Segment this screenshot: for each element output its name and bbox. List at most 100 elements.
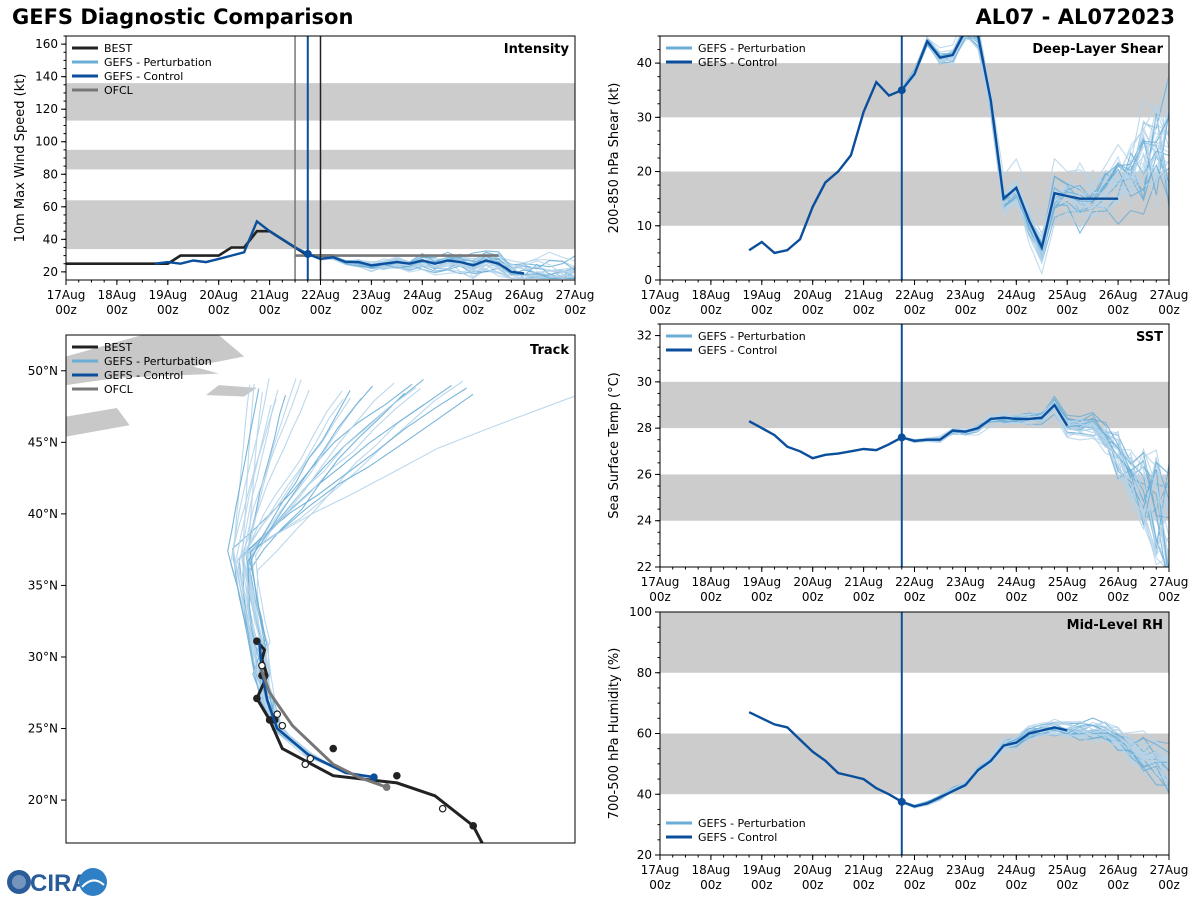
control-init-marker bbox=[897, 86, 906, 95]
panel-sst: 22242628303217Aug00z18Aug00z19Aug00z20Au… bbox=[607, 323, 1188, 604]
best-track-marker bbox=[469, 822, 478, 830]
x-tick-label: 27Aug bbox=[1150, 863, 1189, 877]
legend-label-perturbation: GEFS - Perturbation bbox=[698, 42, 806, 55]
x-tick-label: 18Aug bbox=[692, 575, 731, 589]
best-track-marker bbox=[253, 694, 261, 703]
x-tick-label: 00z bbox=[208, 303, 230, 317]
x-tick-label: 00z bbox=[157, 303, 179, 317]
perturbation-line bbox=[901, 36, 1169, 260]
x-tick-label: 00z bbox=[955, 590, 977, 604]
panel-shear: 01020304017Aug00z18Aug00z19Aug00z20Aug00… bbox=[607, 35, 1189, 317]
landmass bbox=[206, 385, 257, 397]
control-init-marker bbox=[897, 433, 906, 442]
y-tick-label: 80 bbox=[43, 167, 58, 181]
perturbation-track bbox=[247, 393, 474, 778]
x-tick-label: 17Aug bbox=[641, 288, 680, 302]
x-tick-label: 00z bbox=[513, 303, 535, 317]
x-tick-label: 00z bbox=[1158, 878, 1180, 892]
x-tick-label: 25Aug bbox=[1048, 863, 1087, 877]
x-tick-label: 00z bbox=[1107, 303, 1129, 317]
threshold-band bbox=[660, 612, 1169, 673]
control-line bbox=[748, 36, 1119, 255]
perturbation-track bbox=[245, 379, 374, 778]
y-tick-label: 30 bbox=[637, 110, 652, 124]
legend-label-control: GEFS - Control bbox=[698, 56, 777, 69]
x-tick-label: 20Aug bbox=[793, 575, 832, 589]
y-tick-label: 40 bbox=[637, 56, 652, 70]
legend-label-control: GEFS - Control bbox=[104, 70, 183, 83]
x-tick-label: 00z bbox=[1158, 303, 1180, 317]
y-tick-label: 100 bbox=[35, 135, 58, 149]
y-tick-label: 30 bbox=[637, 375, 652, 389]
lat-tick-label: 20°N bbox=[28, 793, 58, 807]
plot-area bbox=[66, 219, 575, 280]
legend-label-perturbation: GEFS - Perturbation bbox=[104, 355, 212, 368]
ofcl-open-marker bbox=[301, 760, 310, 769]
legend-label-control: GEFS - Control bbox=[698, 831, 777, 844]
x-tick-label: 27Aug bbox=[556, 288, 595, 302]
x-tick-label: 25Aug bbox=[1048, 288, 1087, 302]
perturbation-line bbox=[307, 253, 575, 279]
y-tick-label: 40 bbox=[637, 787, 652, 801]
legend-label-ofcl: OFCL bbox=[104, 84, 134, 97]
x-tick-label: 00z bbox=[751, 590, 773, 604]
y-tick-label: 0 bbox=[644, 273, 652, 287]
perturbation-track bbox=[253, 382, 395, 778]
x-tick-label: 00z bbox=[802, 878, 824, 892]
panel-title: Intensity bbox=[504, 42, 570, 57]
x-tick-label: 00z bbox=[802, 303, 824, 317]
lat-tick-label: 25°N bbox=[28, 722, 58, 736]
x-tick-label: 20Aug bbox=[199, 288, 238, 302]
x-tick-label: 24Aug bbox=[997, 288, 1036, 302]
y-tick-label: 20 bbox=[637, 165, 652, 179]
x-tick-label: 25Aug bbox=[454, 288, 493, 302]
lat-tick-label: 30°N bbox=[28, 650, 58, 664]
threshold-band bbox=[660, 474, 1169, 521]
control-init-marker bbox=[303, 249, 312, 258]
x-tick-label: 17Aug bbox=[641, 863, 680, 877]
x-tick-label: 00z bbox=[904, 303, 926, 317]
x-tick-label: 21Aug bbox=[844, 575, 883, 589]
x-tick-label: 21Aug bbox=[844, 863, 883, 877]
lat-tick-label: 45°N bbox=[28, 435, 58, 449]
x-tick-label: 26Aug bbox=[1099, 288, 1138, 302]
x-tick-label: 26Aug bbox=[1099, 575, 1138, 589]
x-tick-label: 17Aug bbox=[47, 288, 86, 302]
x-tick-label: 18Aug bbox=[692, 863, 731, 877]
y-tick-label: 32 bbox=[637, 329, 652, 343]
perturbation-track bbox=[247, 385, 374, 778]
x-tick-label: 23Aug bbox=[946, 288, 985, 302]
ofcl-open-marker bbox=[306, 754, 315, 763]
x-tick-label: 00z bbox=[853, 590, 875, 604]
x-tick-label: 27Aug bbox=[1150, 288, 1189, 302]
x-tick-label: 00z bbox=[853, 303, 875, 317]
logo-badge-icon bbox=[79, 868, 107, 896]
x-tick-label: 00z bbox=[1158, 590, 1180, 604]
x-tick-label: 00z bbox=[1056, 590, 1078, 604]
x-tick-label: 00z bbox=[649, 590, 671, 604]
x-tick-label: 00z bbox=[700, 303, 722, 317]
x-tick-label: 23Aug bbox=[352, 288, 391, 302]
x-tick-label: 00z bbox=[1056, 878, 1078, 892]
x-tick-label: 19Aug bbox=[742, 288, 781, 302]
perturbation-track bbox=[246, 395, 575, 778]
x-tick-label: 00z bbox=[700, 590, 722, 604]
perturbation-track bbox=[234, 397, 374, 778]
best-track-marker bbox=[329, 744, 338, 753]
y-tick-label: 24 bbox=[637, 514, 652, 528]
x-tick-label: 00z bbox=[649, 303, 671, 317]
control-init-marker bbox=[897, 797, 906, 806]
y-tick-label: 100 bbox=[629, 605, 652, 619]
x-tick-label: 00z bbox=[1107, 878, 1129, 892]
perturbation-line bbox=[901, 36, 1169, 255]
y-tick-label: 40 bbox=[43, 232, 58, 246]
ofcl-open-marker bbox=[273, 710, 282, 719]
y-tick-label: 20 bbox=[43, 265, 58, 279]
x-tick-label: 00z bbox=[751, 878, 773, 892]
x-tick-label: 00z bbox=[904, 590, 926, 604]
lat-tick-label: 35°N bbox=[28, 578, 58, 592]
perturbation-line bbox=[901, 36, 1169, 222]
